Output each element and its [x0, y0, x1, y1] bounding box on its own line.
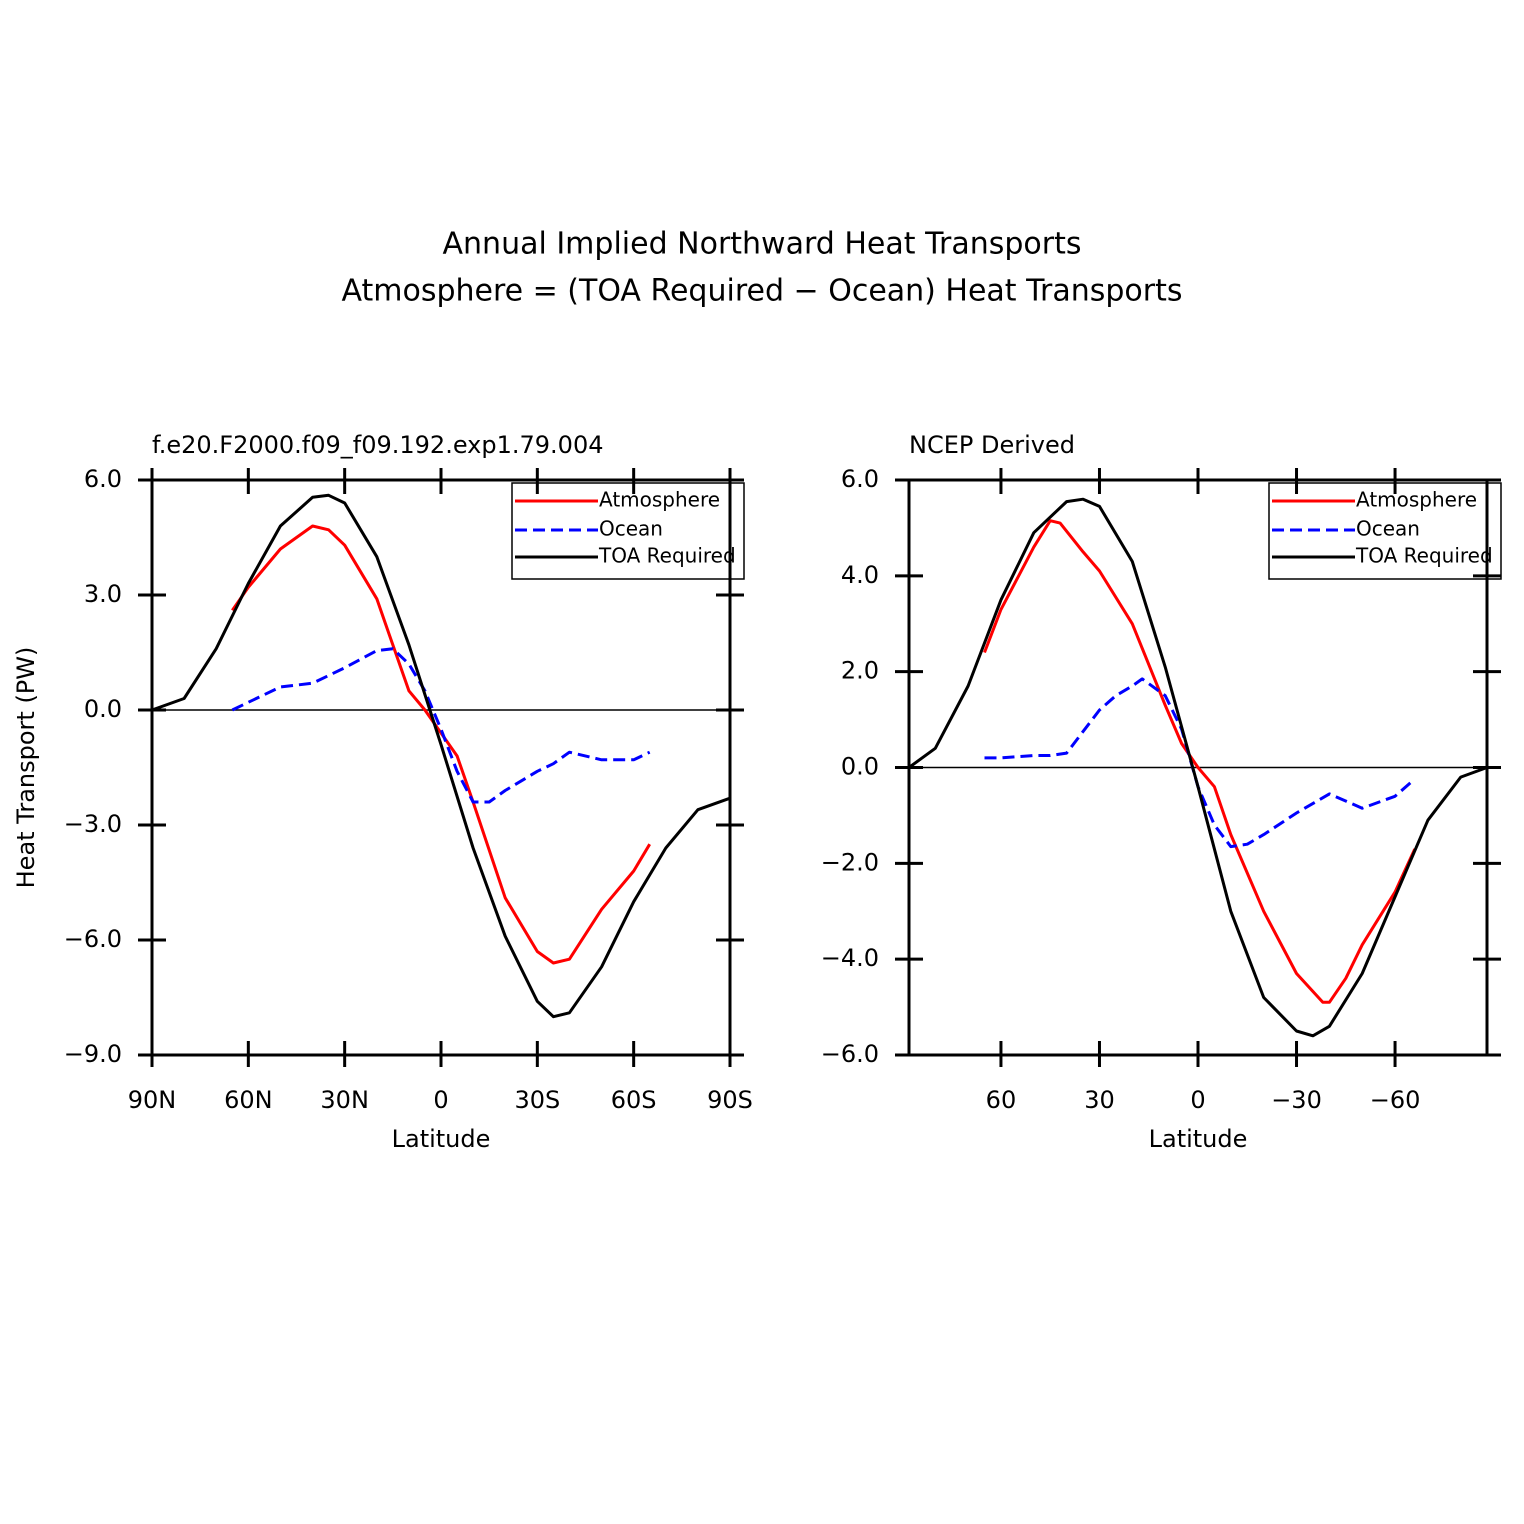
series-line	[908, 497, 1488, 1038]
series-line	[983, 519, 1417, 1004]
legend-label: Ocean	[599, 517, 663, 541]
legend-label: Atmosphere	[599, 488, 720, 512]
y-tick-label: 0.0	[841, 753, 879, 781]
x-tick-label: 60N	[224, 1086, 273, 1114]
x-tick-label: −30	[1271, 1086, 1322, 1114]
y-tick-label: 6.0	[84, 465, 122, 493]
series-line	[231, 647, 651, 804]
legend-box	[511, 482, 745, 580]
x-tick-label: 0	[433, 1086, 448, 1114]
figure-subtitle: Atmosphere = (TOA Required − Ocean) Heat…	[341, 274, 1182, 309]
series-line	[984, 677, 1413, 849]
y-tick-label: 4.0	[841, 561, 879, 589]
x-tick-label: 30N	[320, 1086, 369, 1114]
y-tick-label: 6.0	[841, 465, 879, 493]
legend-label: TOA Required	[1355, 544, 1493, 568]
x-tick-label: 30	[1084, 1086, 1115, 1114]
figure-title: Annual Implied Northward Heat Transports	[443, 227, 1082, 262]
x-tick-label: 90N	[128, 1086, 177, 1114]
x-tick-label: 90S	[707, 1086, 753, 1114]
y-axis-label: Heat Transport (PW)	[12, 647, 40, 889]
y-tick-label: −2.0	[821, 848, 879, 876]
y-tick-label: −4.0	[821, 944, 879, 972]
y-tick-label: −6.0	[64, 925, 122, 953]
y-tick-label: 0.0	[84, 695, 122, 723]
y-tick-label: −6.0	[821, 1040, 879, 1068]
panel-title: f.e20.F2000.f09_f09.192.exp1.79.004	[152, 431, 603, 459]
y-tick-label: 2.0	[841, 657, 879, 685]
x-tick-label: 60	[986, 1086, 1017, 1114]
x-tick-label: 60S	[611, 1086, 657, 1114]
legend-label: TOA Required	[598, 544, 736, 568]
legend-label: Atmosphere	[1356, 488, 1477, 512]
y-tick-label: 3.0	[84, 580, 122, 608]
x-axis-label: Latitude	[1149, 1125, 1248, 1153]
series-line	[151, 493, 731, 1019]
x-tick-label: −60	[1370, 1086, 1421, 1114]
legend-label: Ocean	[1356, 517, 1420, 541]
x-tick-label: 30S	[514, 1086, 560, 1114]
plot-frame	[150, 478, 732, 1057]
panel-title: NCEP Derived	[909, 431, 1075, 459]
y-tick-label: −3.0	[64, 810, 122, 838]
y-tick-label: −9.0	[64, 1040, 122, 1068]
x-tick-label: 0	[1190, 1086, 1205, 1114]
legend-box	[1268, 482, 1502, 580]
x-axis-label: Latitude	[392, 1125, 491, 1153]
